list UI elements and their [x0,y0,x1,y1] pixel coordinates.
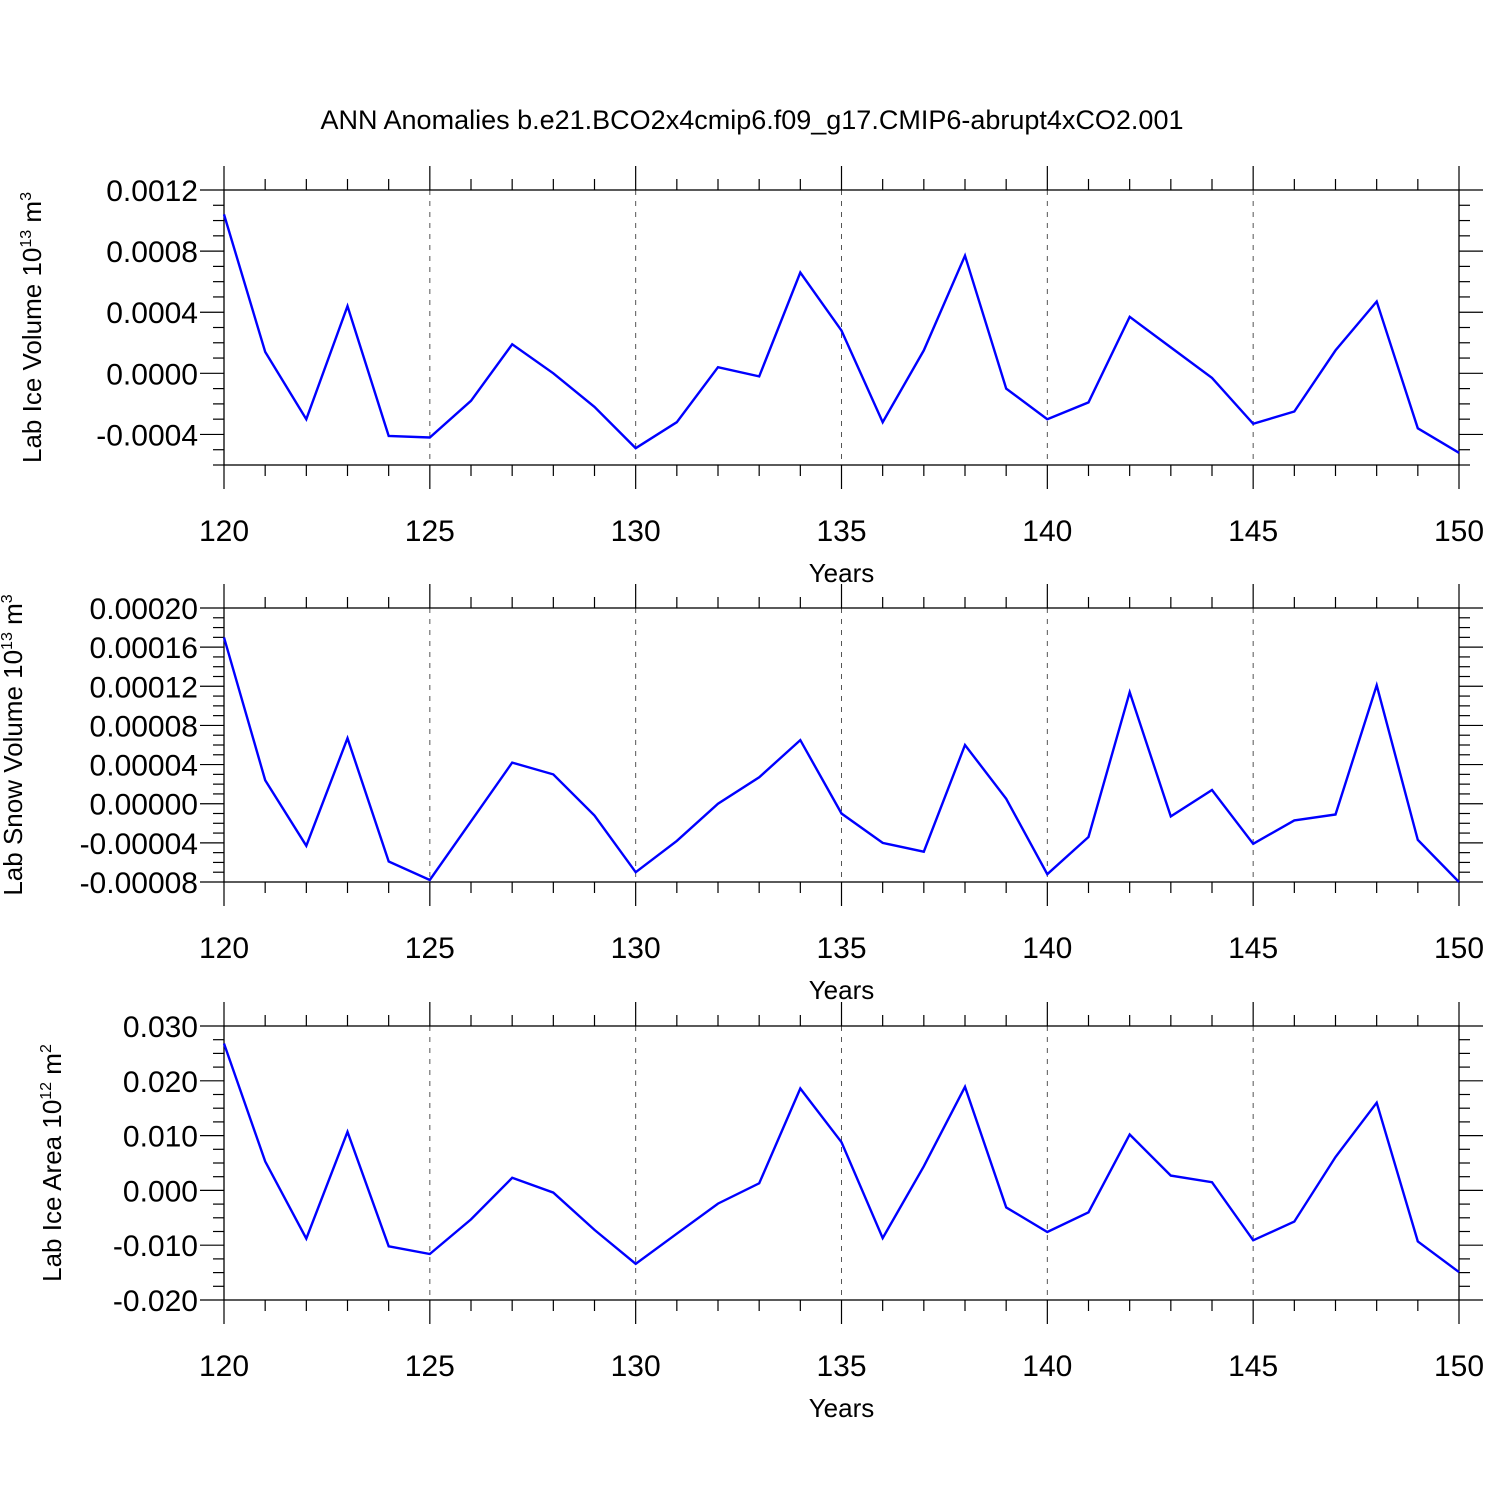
y-axis-title-main: Lab Ice Volume 10 [17,248,47,463]
y-tick-label: 0.030 [123,1011,198,1044]
x-tick-label: 135 [816,932,866,965]
y-tick-label: 0.0000 [106,358,198,391]
y-axis-title-exponent: 13 [0,632,16,650]
y-tick-label: -0.0004 [96,419,198,452]
x-tick-label: 150 [1434,515,1484,548]
y-axis-title: Lab Snow Volume 1013 m3 [0,594,28,895]
panels: 120 125 130 135 140 145 150 0.0012 0.0008 0.0004 0… [0,166,1484,1423]
y-tick-label: 0.00000 [90,789,198,822]
x-tick-label: 120 [199,932,249,965]
figure-title: ANN Anomalies b.e21.BCO2x4cmip6.f09_g17.… [321,105,1184,135]
x-tick-label: 120 [199,515,249,548]
y-axis-title-unit: m [0,603,28,632]
y-tick-label: -0.00008 [80,867,198,900]
y-tick-label: -0.010 [113,1230,198,1263]
y-axis-title-unit-exponent: 3 [18,192,35,201]
x-axis-title: Years [809,558,875,588]
y-axis-title-exponent: 12 [38,1082,55,1100]
y-axis-title: Lab Ice Volume 1013 m3 [17,192,47,463]
y-tick-label: 0.00016 [90,632,198,665]
panel-2: 120 125 130 135 140 145 150 0.00020 0.00016 0.000… [0,584,1484,1005]
y-tick-label: 0.020 [123,1066,198,1099]
y-tick-label: 0.00020 [90,593,198,626]
y-axis-title: Lab Ice Area 1012 m2 [37,1044,67,1282]
x-tick-label: 120 [199,1350,249,1383]
x-tick-label: 125 [405,1350,455,1383]
y-tick-label: 0.010 [123,1121,198,1154]
x-tick-label: 140 [1022,932,1072,965]
y-tick-label: 0.00004 [90,750,198,783]
x-tick-label: 140 [1022,515,1072,548]
x-axis-title: Years [809,975,875,1005]
y-axis-title-main: Lab Ice Area 10 [37,1100,67,1282]
x-tick-label: 135 [816,1350,866,1383]
y-axis-title-unit-exponent: 3 [0,594,16,603]
x-axis-title: Years [809,1393,875,1423]
y-tick-label: 0.00012 [90,671,198,704]
y-tick-label: 0.0004 [106,297,198,330]
y-tick-label: 0.00008 [90,710,198,743]
y-axis-title-main: Lab Snow Volume 10 [0,650,28,896]
x-tick-label: 145 [1228,1350,1278,1383]
x-tick-label: 150 [1434,1350,1484,1383]
x-tick-label: 145 [1228,515,1278,548]
x-tick-label: 130 [611,1350,661,1383]
x-tick-label: 150 [1434,932,1484,965]
y-tick-label: 0.0012 [106,175,198,208]
y-tick-label: 0.000 [123,1175,198,1208]
x-tick-label: 135 [816,515,866,548]
y-axis-title-unit: m [17,201,47,230]
x-tick-label: 130 [611,932,661,965]
x-tick-label: 125 [405,932,455,965]
y-axis-title-exponent: 13 [18,230,35,248]
panel-3: 120 125 130 135 140 145 150 0.030 0.020 0.010 0.00… [37,1002,1484,1423]
y-tick-label: -0.00004 [80,828,198,861]
x-tick-label: 125 [405,515,455,548]
x-tick-label: 140 [1022,1350,1072,1383]
y-tick-label: -0.020 [113,1285,198,1318]
y-axis-title-unit-exponent: 2 [38,1044,55,1053]
x-tick-label: 145 [1228,932,1278,965]
x-tick-label: 130 [611,515,661,548]
panel-1: 120 125 130 135 140 145 150 0.0012 0.0008 0.0004 0… [17,166,1484,588]
y-tick-label: 0.0008 [106,236,198,269]
y-axis-title-unit: m [37,1053,67,1082]
